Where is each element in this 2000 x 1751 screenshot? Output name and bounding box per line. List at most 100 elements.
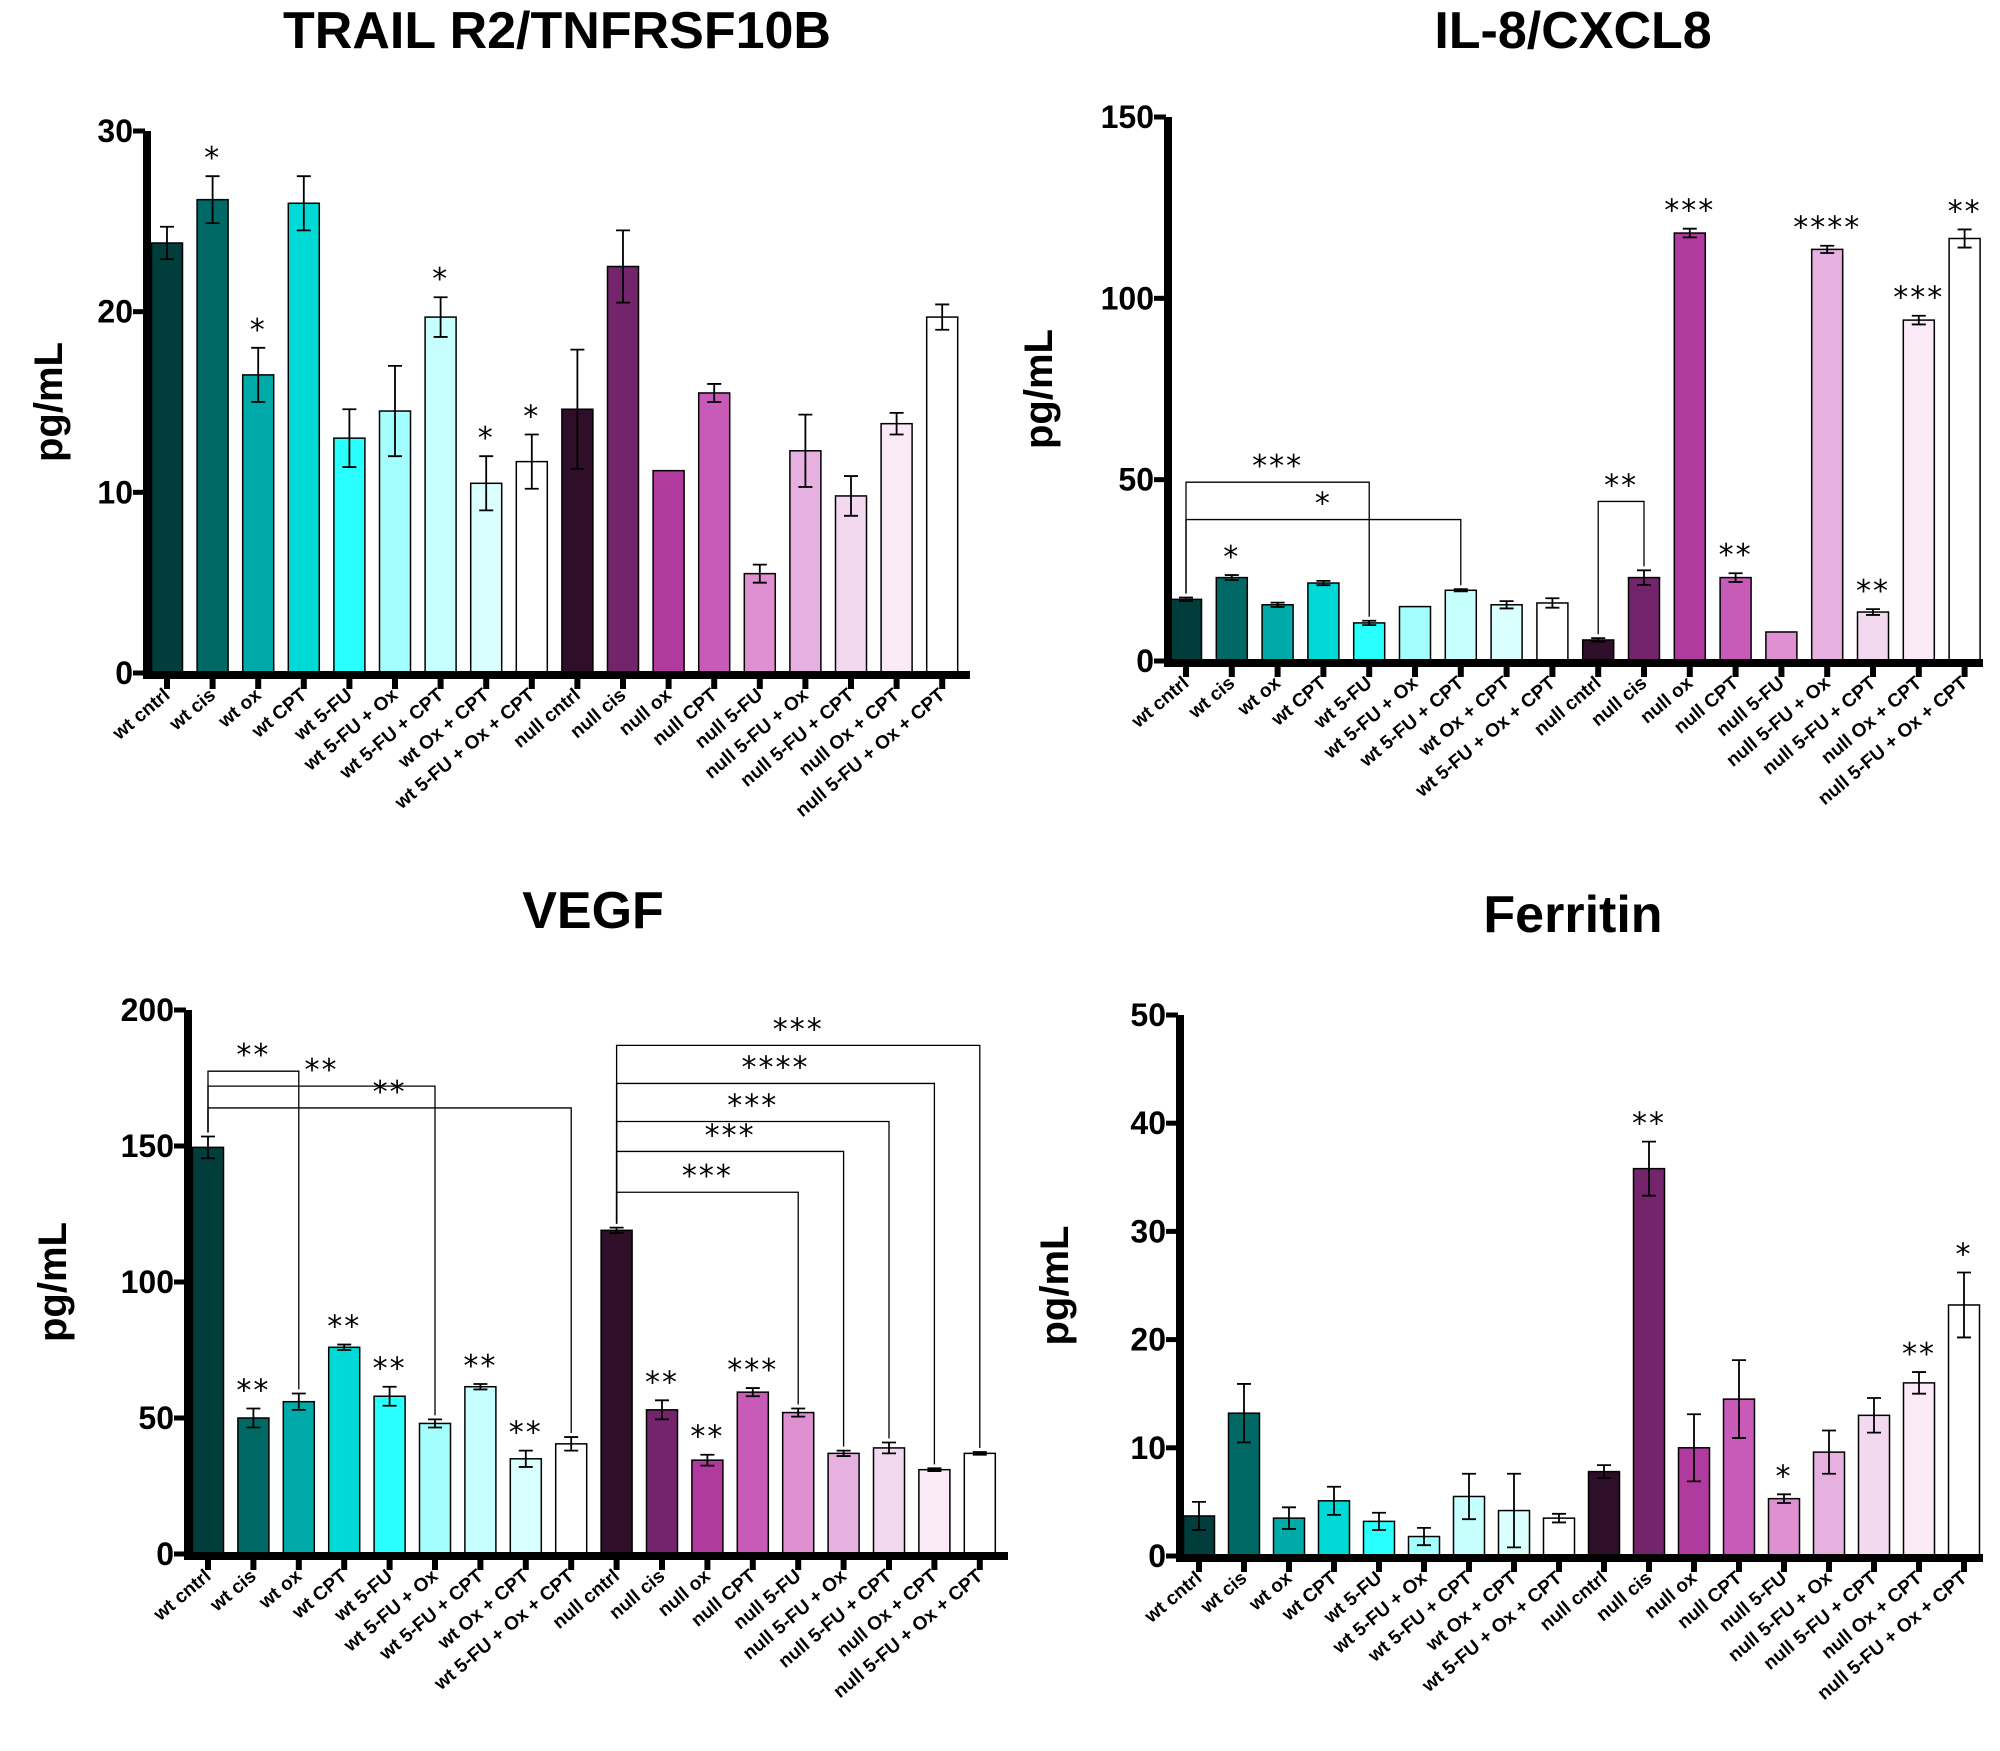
x-tick [432,1554,438,1570]
error-bar [160,225,174,261]
error-bar [382,1385,397,1407]
significance-marker: *** [1664,194,1715,229]
x-tick [300,673,307,689]
bar [1857,1414,1891,1557]
error-bar [428,1418,442,1429]
error-bar [205,175,220,225]
significance-marker: ** [373,1352,407,1387]
error-bar [1192,1501,1206,1531]
error-bar [1507,1472,1521,1549]
bar [827,1452,860,1555]
x-tick [1366,661,1373,677]
x-tick [1961,1556,1967,1572]
bar [1627,576,1661,662]
error-bar [388,364,402,458]
x-tick [1549,661,1556,677]
x-tick [346,673,353,689]
bar [781,1411,815,1555]
x-tick [209,673,216,689]
bar [691,1459,724,1555]
bar [736,1391,770,1555]
bracket-label: ** [373,1075,407,1110]
bar [1581,639,1615,662]
bar [1856,611,1890,662]
x-tick [749,1554,756,1570]
error-bar [1316,579,1331,587]
bar [424,316,457,674]
error-bar [1822,1429,1836,1475]
significance-marker: * [432,262,449,297]
bar [515,460,549,674]
bar [1947,1304,1981,1557]
significance-bracket [1185,518,1462,594]
bar [1810,248,1844,662]
x-tick [1601,1556,1607,1572]
error-bar [1642,1140,1656,1197]
error-bar [564,1436,579,1452]
error-bar [251,346,266,403]
error-bar [1637,569,1651,586]
x-axis [184,1552,1008,1560]
x-tick-label: wt cntrl [1127,673,1193,733]
x-tick [1228,661,1235,677]
error-bar [1867,1397,1881,1434]
bar [925,316,959,674]
significance-marker: * [1776,1459,1793,1494]
error-bar [609,1226,624,1234]
y-tick [133,128,145,134]
x-tick [1691,1556,1697,1572]
x-tick [1778,661,1785,677]
x-tick [659,1554,665,1570]
x-tick [893,673,900,689]
y-tick [1154,658,1166,664]
y-axis [1164,117,1172,665]
error-bar [1179,596,1193,603]
error-bar [700,1453,715,1467]
x-tick [795,1554,802,1570]
y-tick [174,1279,186,1285]
significance-marker: ** [509,1416,543,1451]
bar [333,437,366,674]
x-tick [1916,1556,1922,1572]
bar [645,1409,679,1555]
x-tick [931,1554,938,1570]
x-tick [522,1554,529,1570]
error-bar [1224,574,1239,582]
bracket-label: ** [236,1038,270,1073]
x-tick [295,1554,302,1570]
error-bar [570,348,585,470]
error-bar [882,1441,896,1455]
significance-bracket [615,1150,845,1447]
error-bar [1362,619,1377,626]
x-tick [250,1554,257,1570]
bar [963,1452,997,1555]
y-tick [174,1007,186,1013]
y-tick [133,670,145,676]
error-bar [1728,572,1743,583]
error-bar [1820,244,1835,254]
error-bar [1866,608,1880,616]
significance-marker: ** [645,1365,679,1400]
bar [150,242,184,674]
x-tick [255,673,262,689]
error-bar [1545,597,1560,609]
error-bar [1597,1464,1611,1479]
x-tick [1826,1556,1832,1572]
bar [1542,1517,1576,1557]
y-tick [1166,1012,1178,1018]
x-tick [386,1554,393,1570]
significance-marker: * [1223,540,1240,575]
error-bar [927,1467,942,1472]
bar [509,1458,543,1555]
x-tick [613,1554,620,1570]
x-tick [939,673,946,689]
bar [1261,604,1294,662]
x-tick-label: wt cis [206,1566,261,1617]
y-tick-label: 100 [1101,280,1154,316]
x-tick [574,673,581,689]
x-tick-label: wt cis [1184,673,1239,724]
x-tick [1331,1556,1337,1572]
y-axis [1176,1015,1184,1560]
